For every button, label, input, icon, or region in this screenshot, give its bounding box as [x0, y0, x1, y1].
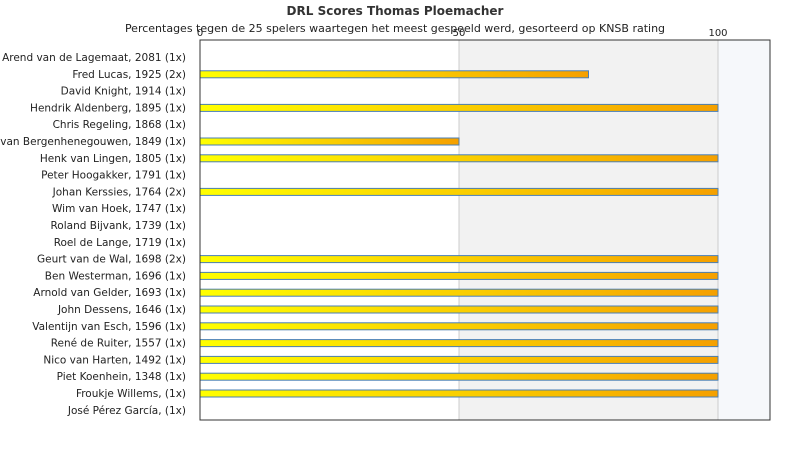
category-label-20: Froukje Willems, (1x): [76, 388, 186, 400]
chart-subtitle: Percentages tegen de 25 spelers waartege…: [124, 22, 666, 35]
plot-frame: [199, 39, 771, 421]
bar-13: [199, 271, 719, 280]
category-label-2: David Knight, 1914 (1x): [61, 86, 186, 98]
category-label-16: Valentijn van Esch, 1596 (1x): [32, 321, 186, 333]
category-label-8: Johan Kerssies, 1764 (2x): [52, 186, 186, 198]
x-tick-label-50: 50: [453, 28, 466, 39]
axes: [199, 39, 771, 421]
x-tick-label-100: 100: [708, 28, 727, 39]
bar-6: [199, 154, 719, 163]
category-label-15: John Dessens, 1646 (1x): [57, 304, 186, 316]
bar-12: [199, 255, 719, 264]
category-label-12: Geurt van de Wal, 1698 (2x): [37, 254, 186, 266]
bar-15: [199, 305, 719, 314]
category-label-1: Fred Lucas, 1925 (2x): [72, 69, 186, 81]
category-label-19: Piet Koenhein, 1348 (1x): [57, 371, 186, 383]
category-label-10: Roland Bijvank, 1739 (1x): [50, 220, 186, 232]
x-tick-labels: 0 50 100: [197, 28, 728, 39]
bar-17: [199, 339, 719, 348]
category-labels: Arend van de Lagemaat, 2081 (1x) Fred Luc…: [0, 52, 186, 417]
bar-1: [199, 70, 589, 79]
category-label-6: Henk van Lingen, 1805 (1x): [40, 153, 186, 165]
category-label-11: Roel de Lange, 1719 (1x): [54, 237, 186, 249]
category-label-17: René de Ruiter, 1557 (1x): [51, 338, 186, 350]
bar-18: [199, 355, 719, 364]
bar-20: [199, 389, 719, 398]
bar-16: [199, 322, 719, 331]
bar-19: [199, 372, 719, 381]
band-100-plus: [718, 40, 770, 420]
bar-5: [199, 137, 460, 146]
category-label-7: Peter Hoogakker, 1791 (1x): [41, 170, 186, 182]
bar-14: [199, 288, 719, 297]
category-label-4: Chris Regeling, 1868 (1x): [53, 119, 186, 131]
category-label-13: Ben Westerman, 1696 (1x): [45, 270, 186, 282]
chart-title: DRL Scores Thomas Ploemacher: [286, 4, 504, 18]
category-label-5: Ronald van Bergenhenegouwen, 1849 (1x): [0, 136, 186, 148]
bars: [199, 70, 719, 398]
category-label-14: Arnold van Gelder, 1693 (1x): [33, 287, 186, 299]
category-label-21: José Pérez García, (1x): [67, 405, 186, 417]
category-label-3: Hendrik Aldenberg, 1895 (1x): [30, 102, 186, 114]
bar-8: [199, 187, 719, 196]
category-label-18: Nico van Harten, 1492 (1x): [43, 354, 186, 366]
bar-3: [199, 103, 719, 112]
category-label-0: Arend van de Lagemaat, 2081 (1x): [2, 52, 186, 64]
x-tick-label-0: 0: [197, 28, 203, 39]
category-label-9: Wim van Hoek, 1747 (1x): [52, 203, 186, 215]
